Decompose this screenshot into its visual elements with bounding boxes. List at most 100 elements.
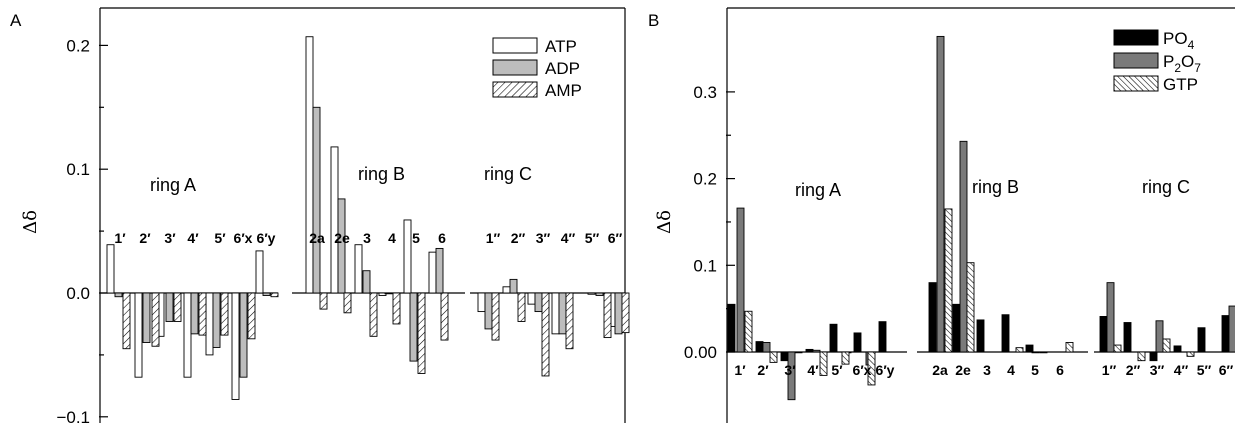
bar-adp-13 (484, 292, 493, 330)
category-label: 5′ (831, 362, 843, 378)
bar-amp-16 (565, 292, 574, 350)
legend-label-gtp: GTP (1163, 75, 1198, 94)
bar-atp-11 (403, 219, 412, 294)
category-label: 1′′ (1102, 362, 1117, 378)
bar-gtp-5 (867, 351, 876, 386)
bar-adp-11 (409, 292, 418, 362)
legend-label-sub: 4 (1188, 38, 1195, 52)
bar-po4-0 (727, 303, 736, 353)
bar-atp-5 (231, 292, 240, 400)
bar-po4-2 (780, 351, 789, 362)
bar-adp-3 (190, 292, 199, 335)
bar-adp-18 (614, 292, 623, 335)
bar-gtp-16 (1186, 351, 1195, 357)
bar-atp-14 (502, 286, 511, 294)
bar-gtp-12 (1065, 342, 1074, 353)
legend-swatch-atp (492, 37, 538, 54)
legend-swatch-adp (492, 59, 538, 76)
bar-adp-14 (509, 278, 518, 294)
legend: ATP ADP AMP (492, 37, 582, 100)
category-label: 3 (983, 362, 991, 378)
panel-b-chart: 0.00 0.1 0.2 0.3 B Δδ ring A ring B ring C 1′ 2′ 3′… (648, 7, 1235, 423)
bar-po4-3 (805, 348, 814, 353)
group-label-ring-a: ring A (795, 180, 841, 200)
bar-po4-17 (1197, 327, 1206, 353)
legend-label-amp: AMP (545, 81, 582, 100)
legend-label-part: O (1181, 52, 1194, 71)
bar-amp-1 (151, 292, 160, 347)
bar-atp-7 (305, 36, 314, 294)
bar-gtp-15 (1162, 338, 1171, 353)
bar-po4-8 (952, 303, 961, 353)
bar-amp-6 (270, 292, 279, 298)
category-label: 5 (1031, 362, 1039, 378)
category-label: 1′ (114, 230, 126, 246)
y-tick-label: 0.1 (693, 256, 717, 275)
panel-label: B (648, 11, 659, 30)
bar-p2o7-1 (762, 342, 771, 353)
bar-adp-17 (595, 292, 604, 296)
bar-atp-0 (106, 244, 115, 294)
category-label: 5′′ (585, 230, 600, 246)
bar-p2o7-18 (1228, 305, 1235, 353)
category-label: 2′′ (511, 230, 526, 246)
y-axis-label: Δδ (20, 210, 41, 234)
bar-gtp-10 (1015, 347, 1024, 353)
legend-label-sub: 7 (1194, 61, 1201, 75)
legend-label-sub: 2 (1174, 61, 1181, 75)
bar-amp-3 (198, 292, 207, 336)
bar-adp-6 (262, 292, 271, 296)
legend-swatch-amp (492, 81, 538, 98)
bar-p2o7-11 (1031, 351, 1040, 354)
bar-gtp-8 (966, 262, 975, 353)
bar-gtp-0 (744, 310, 753, 353)
bar-p2o7-8 (959, 140, 968, 353)
bar-amp-18 (621, 292, 630, 334)
category-label: 4′ (187, 230, 199, 246)
bar-p2o7-7 (936, 35, 945, 353)
category-label: 2′ (139, 230, 151, 246)
panel-a-chart: −0.1 0.0 0.1 0.2 A Δδ ring A ring B ring C 1′ 2′ 3′… (10, 7, 630, 423)
legend-label-po4: PO4 (1163, 29, 1195, 52)
bar-adp-5 (239, 292, 248, 378)
category-label: 6′′ (608, 230, 623, 246)
category-label: 1′′ (486, 230, 501, 246)
y-tick-label: 0.00 (684, 343, 717, 362)
category-label: 6′x (853, 362, 872, 378)
bar-po4-13 (1099, 316, 1108, 353)
y-tick-label: 0.3 (693, 83, 717, 102)
bar-atp-16 (551, 292, 560, 335)
bar-p2o7-15 (1155, 320, 1164, 353)
bar-po4-18 (1221, 315, 1230, 353)
bar-amp-17 (603, 292, 612, 339)
legend-label-adp: ADP (545, 59, 580, 78)
y-axis-label: Δδ (654, 210, 675, 234)
category-label: 6′y (257, 230, 276, 246)
category-label: 2′ (757, 362, 769, 378)
legend-swatch-gtp (1113, 75, 1159, 92)
bar-adp-9 (362, 270, 371, 294)
group-label-ring-b: ring B (358, 164, 405, 184)
legend-label-part: PO (1163, 29, 1188, 48)
bar-amp-15 (541, 292, 550, 377)
bar-adp-10 (384, 292, 393, 295)
bar-po4-11 (1025, 344, 1034, 353)
y-tick-label: 0.0 (66, 284, 90, 303)
bar-p2o7-2 (787, 351, 796, 401)
category-label: 6 (438, 230, 446, 246)
y-tick-label: 0.1 (66, 160, 90, 179)
legend-swatch-p2o7 (1113, 52, 1159, 69)
bar-amp-11 (417, 292, 426, 374)
bar-adp-12 (435, 247, 444, 294)
y-tick-label: −0.1 (56, 408, 90, 423)
bar-adp-8 (337, 198, 346, 294)
bar-atp-4 (205, 292, 214, 356)
bar-amp-14 (517, 292, 526, 322)
bar-adp-7 (312, 106, 321, 294)
category-label: 4′ (807, 362, 819, 378)
category-label: 3′′ (1150, 362, 1165, 378)
bar-amp-0 (122, 292, 131, 350)
category-label: 2e (334, 230, 350, 246)
